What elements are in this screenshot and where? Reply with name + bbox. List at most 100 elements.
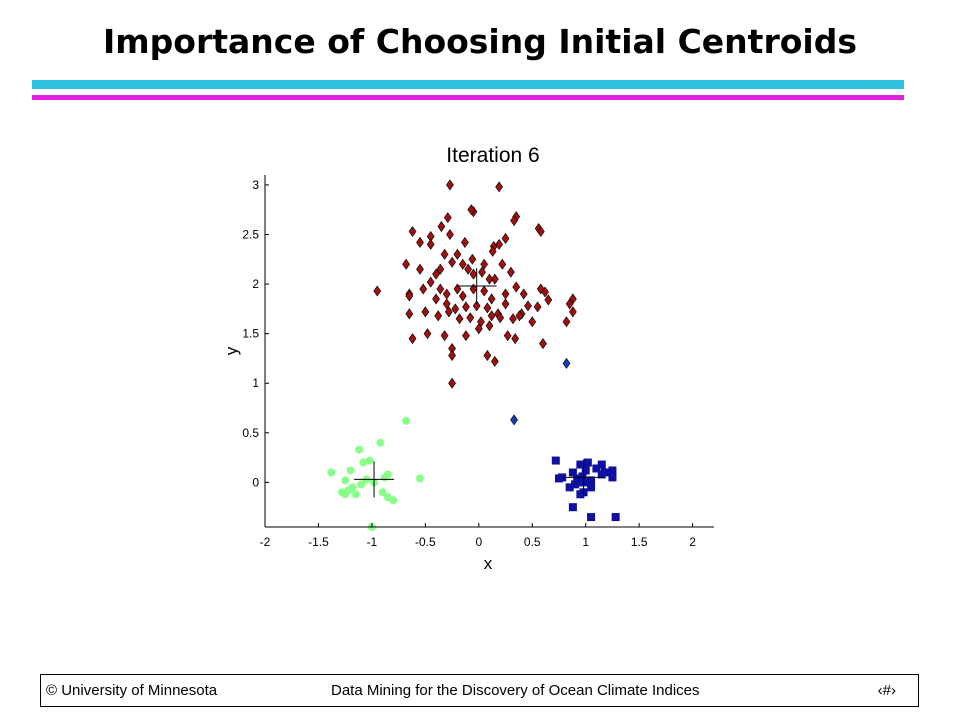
- data-point-diamond: [487, 310, 496, 322]
- plot-area: [327, 179, 620, 531]
- data-point-square: [581, 466, 590, 475]
- data-point-diamond: [496, 312, 505, 324]
- data-point-diamond: [421, 306, 430, 318]
- data-point-diamond: [440, 330, 449, 342]
- data-point-square: [608, 473, 617, 482]
- data-point-circle: [355, 445, 364, 454]
- data-point-square: [576, 490, 585, 499]
- data-point-circle: [389, 496, 398, 505]
- data-point-square: [587, 483, 596, 492]
- data-point-diamond: [533, 301, 542, 313]
- chart-title: Iteration 6: [446, 144, 539, 167]
- series-2: [327, 416, 425, 531]
- data-point-diamond: [448, 349, 456, 361]
- data-point-diamond: [462, 301, 470, 313]
- data-point-circle: [341, 490, 350, 499]
- series-1: [510, 357, 571, 426]
- data-point-circle: [380, 473, 389, 482]
- title-rule-magenta: [32, 95, 904, 100]
- x-tick-label: 0: [475, 535, 482, 549]
- data-point-diamond: [495, 238, 503, 250]
- data-point-diamond: [436, 263, 445, 275]
- y-axis-label: y: [222, 346, 241, 355]
- data-point-diamond: [539, 338, 547, 350]
- data-point-square: [597, 470, 606, 479]
- data-point-diamond: [495, 181, 503, 193]
- data-point-diamond: [487, 293, 496, 305]
- data-point-diamond: [373, 285, 382, 297]
- data-point-diamond: [512, 281, 521, 293]
- data-point-diamond: [442, 288, 451, 300]
- footer-copyright: © University of Minnesota: [46, 682, 218, 699]
- data-point-circle: [327, 468, 336, 477]
- axes: -2 -1.5 -1 -0.5 0 0.5 1 1.5 2 0 0.5 1 1.5 2 2.5 3: [242, 175, 714, 549]
- data-point-diamond: [541, 286, 549, 298]
- data-point-diamond: [436, 283, 445, 295]
- data-point-diamond: [423, 328, 432, 340]
- y-tick-label: 2: [252, 277, 259, 291]
- data-point-diamond: [451, 303, 460, 315]
- data-point-diamond: [432, 268, 440, 280]
- x-tick-label: -1.5: [308, 535, 329, 549]
- data-point-diamond: [528, 316, 537, 328]
- data-point-circle: [359, 458, 368, 467]
- data-point-diamond: [408, 333, 417, 345]
- data-point-diamond: [442, 298, 451, 310]
- data-point-diamond: [446, 179, 454, 191]
- data-point-circle: [416, 474, 425, 483]
- data-point-square: [583, 458, 592, 467]
- data-point-diamond: [474, 323, 483, 335]
- data-point-diamond: [448, 256, 456, 268]
- data-point-diamond: [501, 288, 510, 300]
- data-point-diamond: [455, 313, 464, 325]
- series-0: [373, 179, 577, 389]
- data-point-diamond: [466, 312, 475, 324]
- data-point-diamond: [490, 355, 499, 367]
- data-point-square: [551, 456, 560, 465]
- data-point-diamond: [419, 283, 428, 295]
- x-tick-label: -0.5: [415, 535, 436, 549]
- data-point-diamond: [461, 236, 469, 248]
- centroid-marker: [354, 461, 395, 498]
- data-point-circle: [341, 476, 350, 485]
- x-tick-label: 1.5: [631, 535, 648, 549]
- data-point-square: [568, 503, 577, 512]
- data-point-diamond: [483, 302, 492, 314]
- data-point-diamond: [501, 298, 510, 310]
- y-tick-label: 2.5: [242, 227, 259, 241]
- data-point-square: [608, 466, 617, 475]
- footer-page-number: ‹#›: [877, 682, 896, 699]
- data-point-diamond: [469, 268, 478, 280]
- data-point-diamond: [469, 283, 478, 295]
- data-point-diamond: [544, 294, 553, 306]
- y-tick-label: 1.5: [242, 327, 259, 341]
- data-point-diamond: [405, 290, 414, 302]
- x-tick-label: -1: [367, 535, 378, 549]
- data-point-diamond: [443, 212, 452, 224]
- data-point-circle: [357, 480, 366, 489]
- x-axis-label: x: [484, 554, 493, 573]
- centroid-marker: [456, 268, 497, 305]
- data-point-diamond: [536, 225, 545, 238]
- data-point-square: [576, 478, 585, 487]
- data-point-diamond: [416, 236, 424, 248]
- data-point-diamond: [485, 273, 494, 285]
- data-point-diamond: [480, 285, 489, 297]
- data-point-diamond: [490, 273, 499, 285]
- data-point-square: [554, 474, 563, 483]
- data-point-diamond: [503, 330, 512, 342]
- data-point-diamond: [458, 290, 467, 302]
- data-point-square: [578, 472, 587, 481]
- data-point-square: [587, 476, 596, 485]
- series-3: [551, 456, 620, 522]
- data-point-diamond: [464, 263, 472, 275]
- data-point-diamond: [416, 263, 424, 275]
- data-point-diamond: [507, 266, 515, 278]
- x-tick-label: 0.5: [524, 535, 541, 549]
- data-point-diamond: [485, 320, 494, 332]
- x-tick-label: 1: [582, 535, 589, 549]
- data-point-diamond: [408, 225, 417, 238]
- data-point-square: [597, 460, 606, 469]
- x-tick-label: -2: [260, 535, 271, 549]
- data-point-square: [611, 513, 620, 522]
